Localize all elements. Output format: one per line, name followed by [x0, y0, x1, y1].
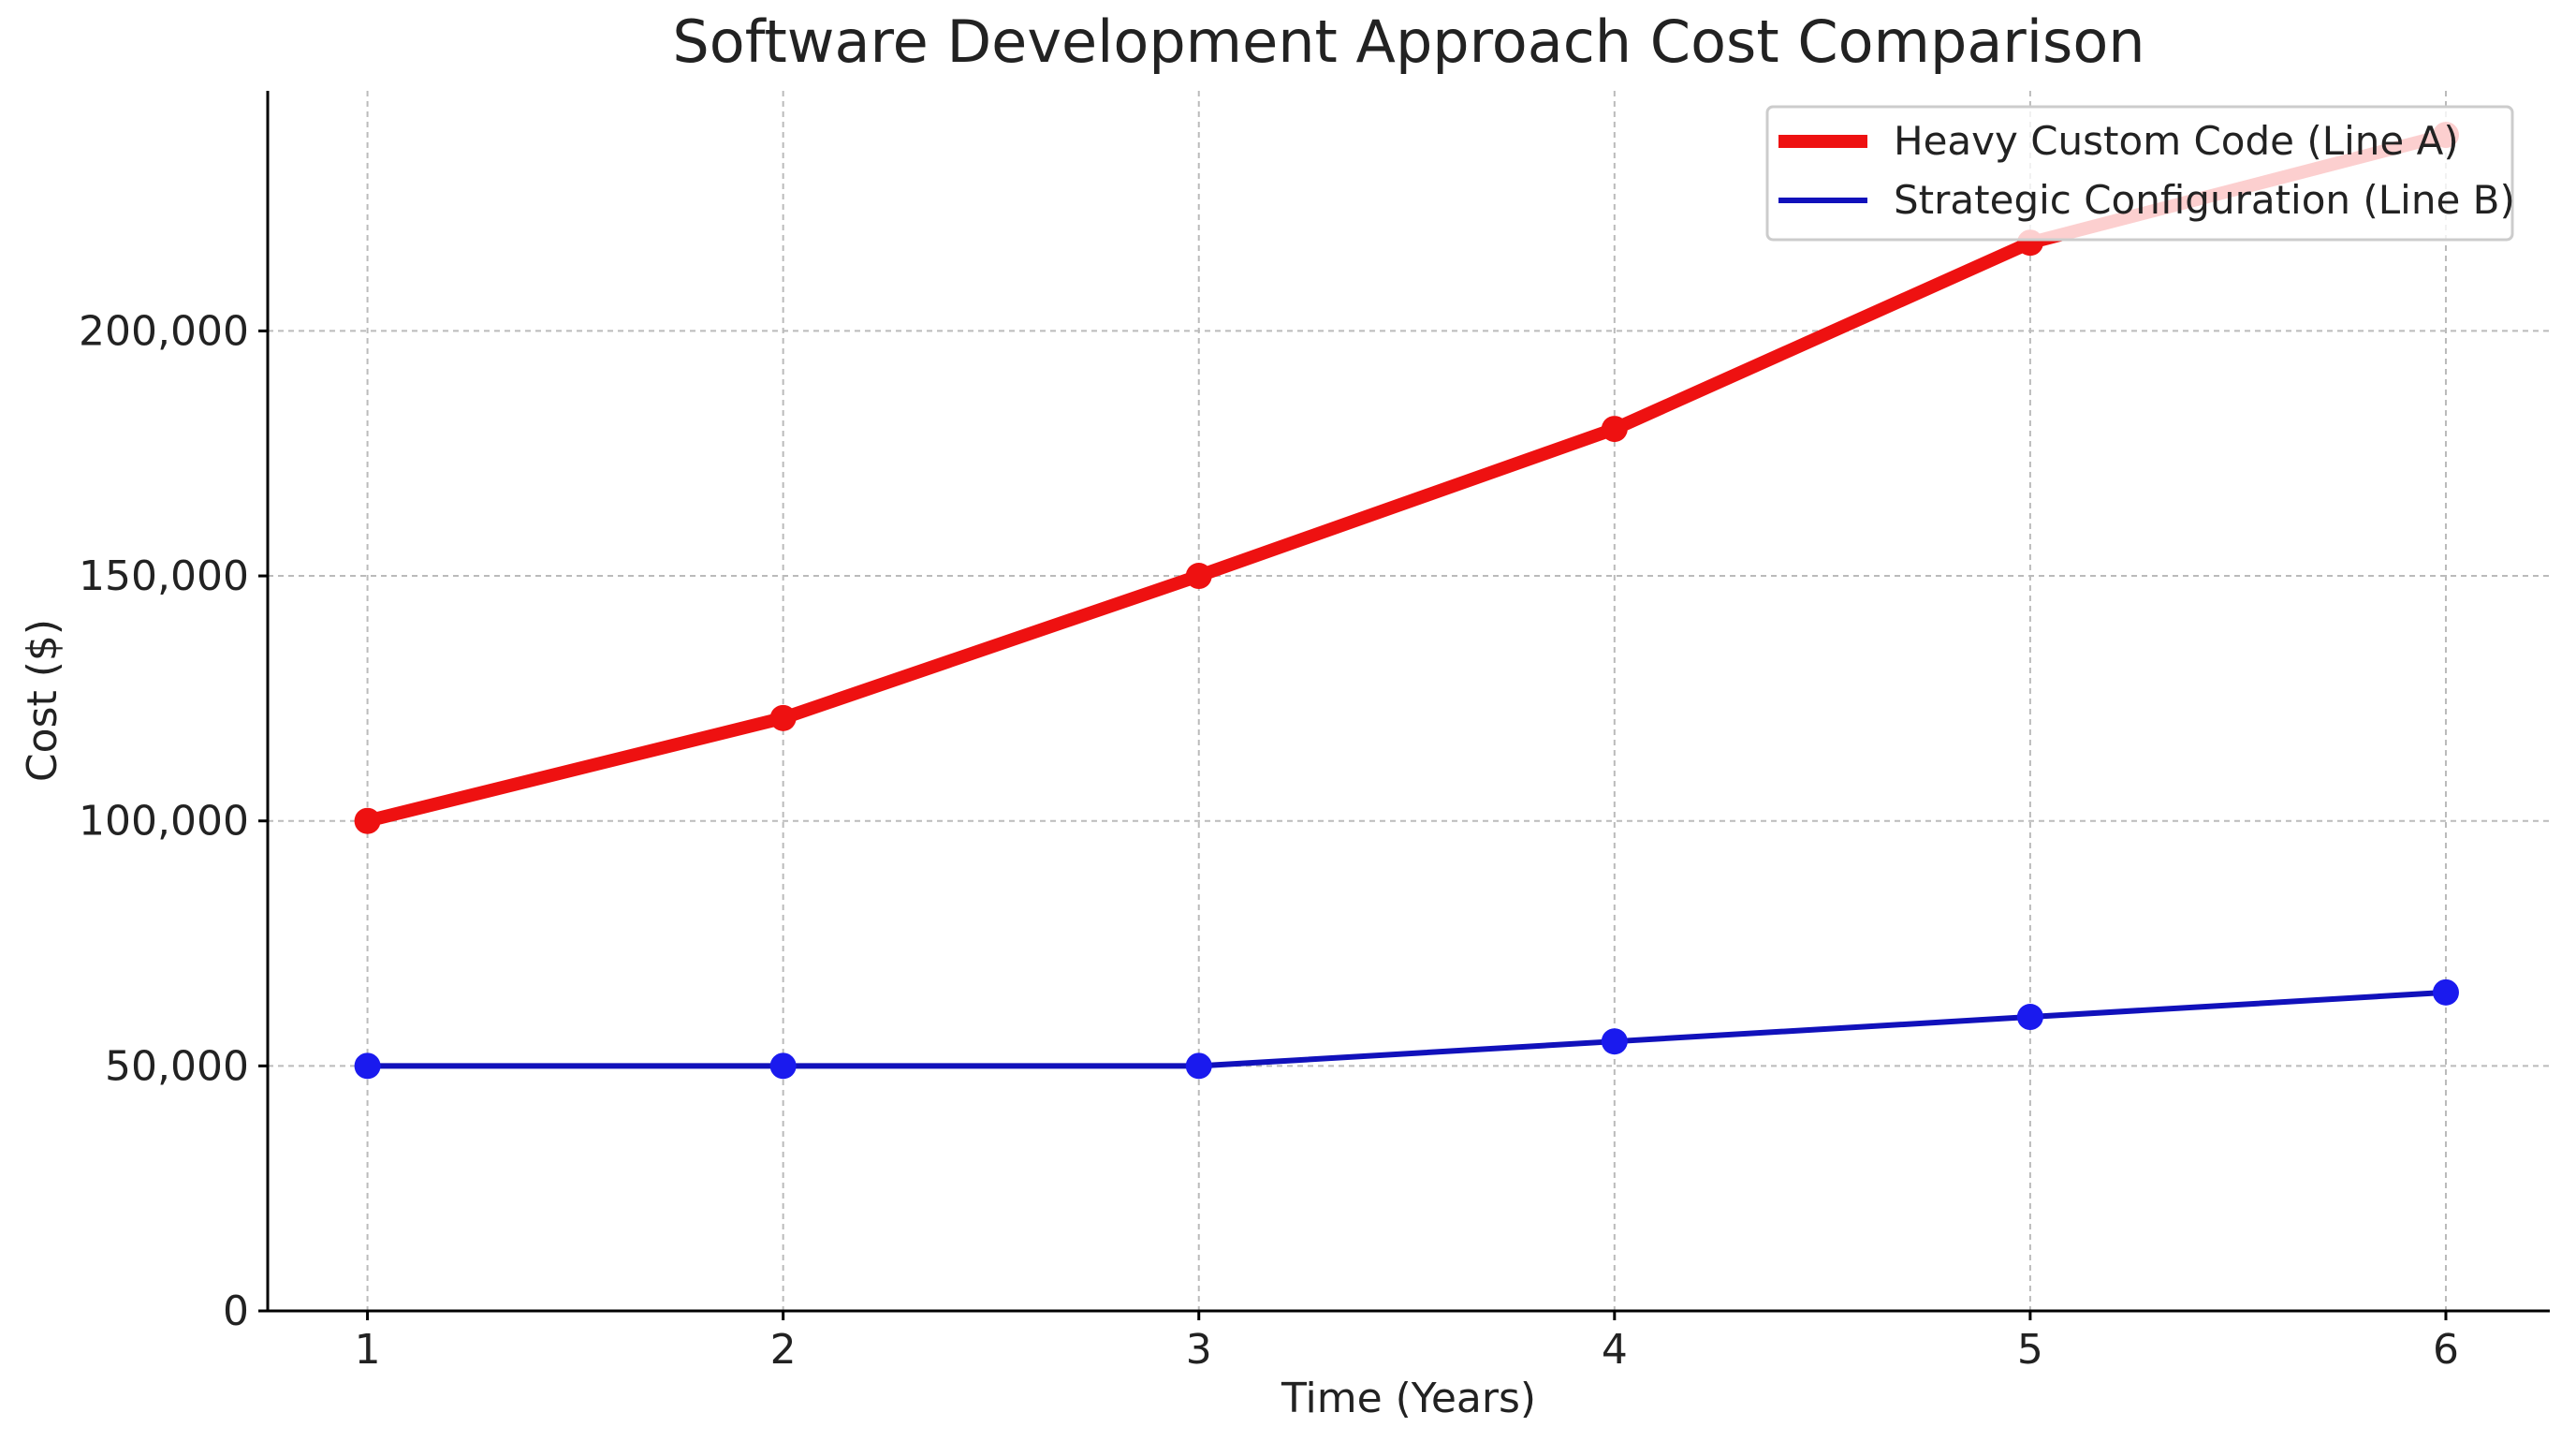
y-axis-label: Cost ($)	[19, 619, 66, 782]
x-tick-label: 4	[1602, 1326, 1628, 1374]
series-lines	[354, 122, 2459, 1080]
data-point-b	[354, 1052, 381, 1080]
ticks: 1 2 3 4 5 6 0 50,000 100,000 150,000 200,000	[79, 307, 2459, 1374]
data-point-b	[2432, 978, 2459, 1006]
series-line-b	[367, 989, 2447, 1069]
y-tick-label: 200,000	[79, 307, 249, 355]
data-point-a	[354, 807, 381, 834]
x-tick-label: 3	[1186, 1326, 1212, 1374]
axes	[266, 91, 2550, 1313]
chart-title: Software Development Approach Cost Compa…	[672, 7, 2144, 76]
data-point-a	[1185, 563, 1212, 590]
data-point-b	[1185, 1052, 1212, 1080]
x-tick-label: 2	[770, 1326, 797, 1374]
legend: Heavy Custom Code (Line A) Strategic Con…	[1765, 105, 2515, 242]
data-point-b	[2016, 1004, 2043, 1031]
x-tick-label: 1	[355, 1326, 381, 1374]
data-point-b	[1601, 1028, 1628, 1055]
data-point-b	[769, 1052, 797, 1080]
x-tick-label: 6	[2433, 1326, 2459, 1374]
y-tick-label: 50,000	[105, 1042, 249, 1090]
data-point-a	[769, 704, 797, 731]
x-axis-label: Time (Years)	[1281, 1375, 1536, 1422]
legend-label-line-b: Strategic Configuration (Line B)	[1894, 177, 2515, 223]
y-tick-label: 0	[223, 1288, 249, 1335]
grid	[268, 91, 2550, 1311]
data-point-a	[1601, 416, 1628, 443]
legend-label-line-a: Heavy Custom Code (Line A)	[1894, 118, 2459, 164]
x-tick-label: 5	[2017, 1326, 2043, 1374]
y-tick-label: 100,000	[79, 798, 249, 846]
y-tick-label: 150,000	[79, 552, 249, 600]
legend-box	[1765, 105, 2514, 242]
